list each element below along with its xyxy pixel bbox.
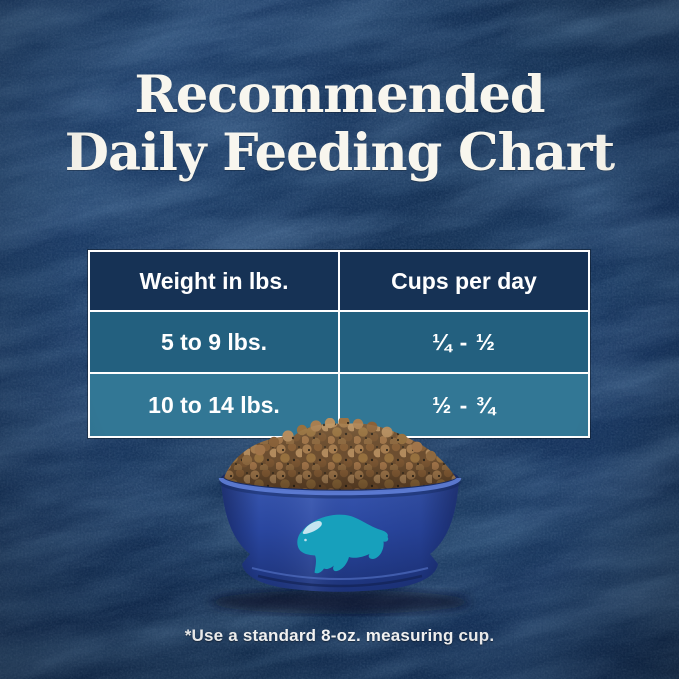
feeding-table: Weight in lbs. Cups per day 5 to 9 lbs. … [88, 250, 590, 438]
bowl-foot-shadow-line [257, 574, 423, 588]
bison-eye [304, 538, 307, 542]
bison-logo-icon [297, 514, 389, 574]
header-cups: Cups per day [338, 250, 590, 312]
weight-cell: 5 to 9 lbs. [88, 309, 340, 375]
title-line-2: Daily Feeding Chart [64, 123, 615, 183]
cups-cell: ¼ - ½ [338, 309, 590, 375]
page-title: Recommended Daily Feeding Chart [0, 66, 679, 182]
table-row: 5 to 9 lbs. ¼ - ½ [88, 309, 590, 375]
bison-head-patch [302, 520, 322, 534]
footnote: *Use a standard 8-oz. measuring cup. [184, 626, 495, 645]
bowl-foot-highlight [251, 567, 429, 580]
bowl-rim-highlight [218, 477, 462, 496]
dog-bowl-illustration [210, 418, 470, 614]
title-line-1: Recommended [134, 65, 545, 125]
bowl-rim-inner-shadow [218, 480, 462, 499]
kibble-pile [224, 418, 456, 490]
header-weight: Weight in lbs. [88, 250, 340, 312]
table-header-row: Weight in lbs. Cups per day [88, 250, 590, 312]
bowl-shadow [210, 590, 470, 614]
